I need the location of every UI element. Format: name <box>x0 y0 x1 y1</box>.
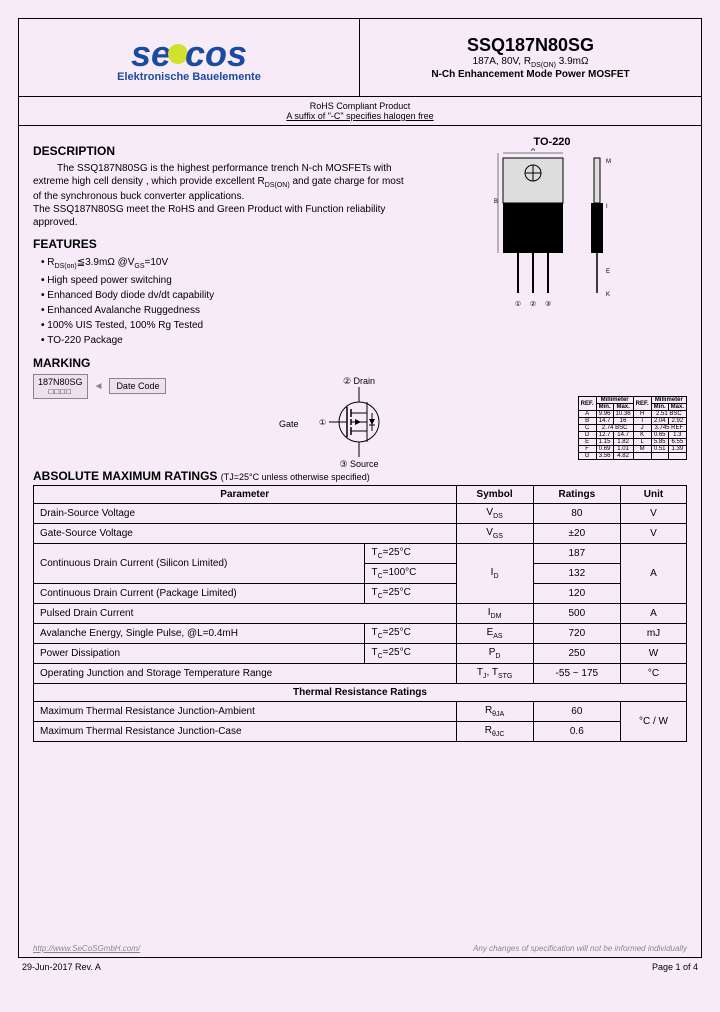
content: TO-220 ① ② ③ B A <box>19 126 701 752</box>
to220-front-icon: ① ② ③ B A <box>488 148 578 318</box>
marking-squares-icon: □□□□ <box>38 387 83 396</box>
svg-text:A: A <box>531 148 535 153</box>
part-number: SSQ187N80SG <box>467 35 594 56</box>
package-title: TO-220 <box>417 136 687 148</box>
table-row: Gate-Source Voltage VGS±20V <box>34 523 687 543</box>
table-row: Continuous Drain Current (Package Limite… <box>34 583 687 603</box>
package-drawing-area: TO-220 ① ② ③ B A <box>417 136 687 328</box>
logo-subtitle: Elektronische Bauelemente <box>117 71 261 83</box>
footer-page: Page 1 of 4 <box>652 962 698 972</box>
svg-text:①: ① <box>319 418 326 427</box>
table-row: Continuous Drain Current (Silicon Limite… <box>34 543 687 563</box>
marking-chip-text: 187N80SG <box>38 377 83 387</box>
datasheet-page: se cos Elektronische Bauelemente SSQ187N… <box>18 18 702 958</box>
svg-text:B: B <box>494 199 498 205</box>
svg-text:③: ③ <box>545 300 551 308</box>
rohs-bar: RoHS Compliant Product A suffix of "-C" … <box>19 97 701 126</box>
svg-text:M: M <box>606 159 611 165</box>
header: se cos Elektronische Bauelemente SSQ187N… <box>19 19 701 97</box>
mosfet-symbol-icon: ① <box>319 387 399 457</box>
inner-footer: http://www.SeCoSGmbH.com/ Any changes of… <box>19 944 701 953</box>
table-header: Unit <box>620 485 686 503</box>
arrow-left-icon: ◄ <box>94 381 104 392</box>
table-row: Operating Junction and Storage Temperatu… <box>34 663 687 683</box>
package-drawing: ① ② ③ B A M I E K <box>417 148 687 328</box>
logo-text-2: cos <box>185 33 247 75</box>
part-spec: 187A, 80V, RDS(ON) 3.9mΩ <box>473 56 589 69</box>
page-footer: 29-Jun-2017 Rev. A Page 1 of 4 <box>18 962 702 972</box>
part-desc: N-Ch Enhancement Mode Power MOSFET <box>431 69 629 80</box>
table-row: Avalanche Energy, Single Pulse, @L=0.4mH… <box>34 623 687 643</box>
svg-text:①: ① <box>515 300 521 308</box>
dimension-table: REF.Millimeter REF.Millimeter Min.Max.Mi… <box>578 396 687 460</box>
part-header: SSQ187N80SG 187A, 80V, RDS(ON) 3.9mΩ N-C… <box>360 19 701 96</box>
svg-text:②: ② <box>530 300 536 308</box>
pin-gate-label: Gate <box>279 419 299 459</box>
pin-source-label: ③ Source <box>299 459 419 470</box>
feature-item: TO-220 Package <box>41 333 687 348</box>
table-header: Symbol <box>456 485 533 503</box>
footer-url: http://www.SeCoSGmbH.com/ <box>33 944 140 953</box>
svg-text:E: E <box>606 269 610 275</box>
thermal-header-row: Thermal Resistance Ratings <box>34 683 687 701</box>
footer-date: 29-Jun-2017 Rev. A <box>22 962 101 972</box>
marking-title: MARKING <box>33 356 687 370</box>
description-text: The SSQ187N80SG is the highest performan… <box>33 162 412 229</box>
logo-text-1: se <box>131 33 171 75</box>
table-row: Maximum Thermal Resistance Junction-Case… <box>34 721 687 741</box>
table-row: Maximum Thermal Resistance Junction-Ambi… <box>34 701 687 721</box>
desc-p2: The SSQ187N80SG meet the RoHS and Green … <box>33 203 412 229</box>
table-row: Power Dissipation TC=25°C PD250W <box>34 643 687 663</box>
table-row: Drain-Source Voltage VDS80V <box>34 503 687 523</box>
svg-text:I: I <box>606 204 608 210</box>
desc-p1: The SSQ187N80SG is the highest performan… <box>33 162 412 203</box>
rohs-line2: A suffix of "-C" specifies halogen free <box>19 111 701 121</box>
table-header: Parameter <box>34 485 457 503</box>
circuit-symbol: ② Drain ① <box>299 376 419 470</box>
logo-area: se cos Elektronische Bauelemente <box>19 19 360 96</box>
date-code-label: Date Code <box>109 378 166 394</box>
pin-drain-label: ② Drain <box>299 376 419 387</box>
svg-text:K: K <box>606 292 610 298</box>
abs-max-table: Parameter Symbol Ratings Unit Drain-Sour… <box>33 485 687 742</box>
to220-side-icon: M I E K <box>586 148 616 318</box>
table-header: Ratings <box>533 485 620 503</box>
footer-disclaimer: Any changes of specification will not be… <box>473 944 687 953</box>
marking-chip: 187N80SG □□□□ <box>33 374 88 399</box>
logo: se cos <box>131 33 247 75</box>
table-row: Pulsed Drain Current IDM500A <box>34 603 687 623</box>
rohs-line1: RoHS Compliant Product <box>19 101 701 111</box>
abs-max-title: ABSOLUTE MAXIMUM RATINGS (TJ=25°C unless… <box>33 469 687 483</box>
